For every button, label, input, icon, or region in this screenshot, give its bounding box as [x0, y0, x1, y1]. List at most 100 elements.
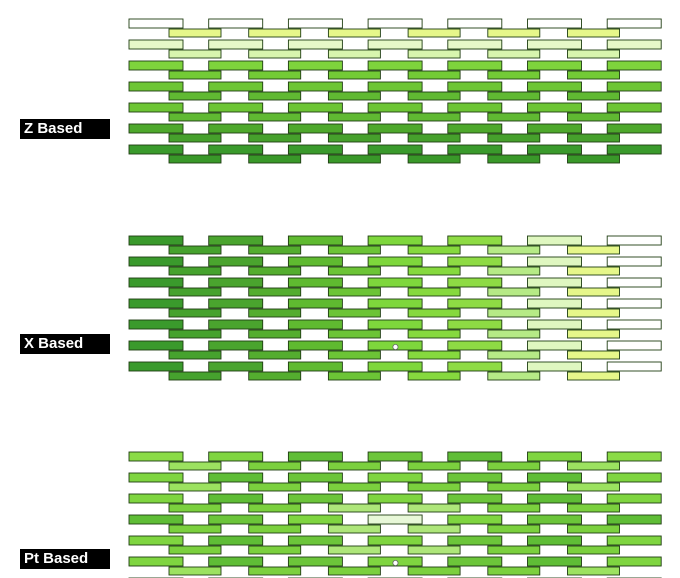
- brick-back: [606, 340, 662, 351]
- brick-front: [567, 49, 620, 59]
- brick-back: [367, 319, 423, 330]
- brick-back: [128, 319, 184, 330]
- brick-back: [606, 277, 662, 288]
- brick-back: [447, 472, 503, 483]
- brick-front: [248, 112, 302, 122]
- brick-front: [567, 154, 620, 164]
- brick-front: [248, 329, 302, 339]
- brick-back: [208, 144, 264, 155]
- brick-front: [327, 545, 381, 555]
- brick-back: [208, 319, 264, 330]
- brick-back: [367, 514, 423, 525]
- brick-back: [367, 18, 423, 29]
- brick-front: [327, 70, 381, 80]
- brick-front: [248, 545, 302, 555]
- brick-front: [407, 245, 461, 255]
- brick-front: [487, 566, 541, 576]
- brick-front: [407, 112, 461, 122]
- brick-back: [447, 39, 503, 50]
- brick-front: [567, 566, 620, 576]
- brick-back: [606, 556, 662, 567]
- brick-front: [168, 70, 222, 80]
- brick-back: [128, 60, 184, 71]
- brick-back: [208, 493, 264, 504]
- brick-front: [168, 461, 222, 471]
- brick-back: [527, 298, 582, 309]
- brick-back: [606, 235, 662, 246]
- brick-front: [487, 266, 541, 276]
- brick-front: [487, 545, 541, 555]
- brick-back: [527, 102, 582, 113]
- brick-front: [168, 91, 222, 101]
- brick-back: [447, 123, 503, 134]
- brick-back: [128, 472, 184, 483]
- brick-front: [407, 266, 461, 276]
- brick-back: [208, 556, 264, 567]
- brick-front: [327, 308, 381, 318]
- brick-back: [128, 277, 184, 288]
- brick-back: [606, 18, 662, 29]
- brick-grid-pt-based: [128, 451, 662, 578]
- brick-front: [487, 524, 541, 534]
- brick-back: [367, 81, 423, 92]
- brick-front: [487, 112, 541, 122]
- brick-front: [248, 28, 302, 38]
- brick-front: [567, 133, 620, 143]
- brick-back: [287, 235, 343, 246]
- brick-front: [248, 287, 302, 297]
- brick-back: [128, 102, 184, 113]
- attractor-point-marker: [392, 560, 399, 567]
- brick-back: [208, 535, 264, 546]
- brick-front: [327, 245, 381, 255]
- brick-front: [327, 566, 381, 576]
- brick-back: [527, 144, 582, 155]
- panel-label-pt-based: Pt Based: [20, 549, 110, 569]
- brick-back: [128, 18, 184, 29]
- brick-back: [287, 535, 343, 546]
- brick-back: [447, 102, 503, 113]
- brick-back: [527, 256, 582, 267]
- brick-front: [327, 112, 381, 122]
- brick-front: [567, 482, 620, 492]
- brick-front: [248, 70, 302, 80]
- brick-back: [606, 81, 662, 92]
- brick-front: [248, 503, 302, 513]
- brick-front: [327, 482, 381, 492]
- brick-front: [248, 91, 302, 101]
- brick-front: [487, 133, 541, 143]
- brick-front: [487, 154, 541, 164]
- brick-back: [367, 361, 423, 372]
- brick-back: [606, 361, 662, 372]
- brick-back: [128, 123, 184, 134]
- brick-front: [567, 245, 620, 255]
- brick-back: [527, 39, 582, 50]
- brick-back: [367, 144, 423, 155]
- brick-front: [567, 350, 620, 360]
- brick-back: [367, 277, 423, 288]
- brick-front: [248, 49, 302, 59]
- brick-back: [447, 144, 503, 155]
- brick-back: [447, 535, 503, 546]
- brick-front: [567, 91, 620, 101]
- brick-back: [128, 298, 184, 309]
- brick-back: [367, 451, 423, 462]
- brick-back: [128, 144, 184, 155]
- brick-back: [128, 361, 184, 372]
- brick-back: [527, 361, 582, 372]
- brick-back: [527, 493, 582, 504]
- brick-front: [327, 503, 381, 513]
- brick-back: [128, 340, 184, 351]
- brick-back: [606, 60, 662, 71]
- brick-front: [168, 371, 222, 381]
- brick-front: [407, 503, 461, 513]
- brick-back: [606, 256, 662, 267]
- brick-back: [287, 60, 343, 71]
- brick-back: [606, 319, 662, 330]
- brick-front: [248, 154, 302, 164]
- brick-back: [128, 256, 184, 267]
- brick-front: [407, 482, 461, 492]
- brick-front: [168, 545, 222, 555]
- brick-back: [527, 556, 582, 567]
- brick-front: [567, 545, 620, 555]
- brick-back: [287, 256, 343, 267]
